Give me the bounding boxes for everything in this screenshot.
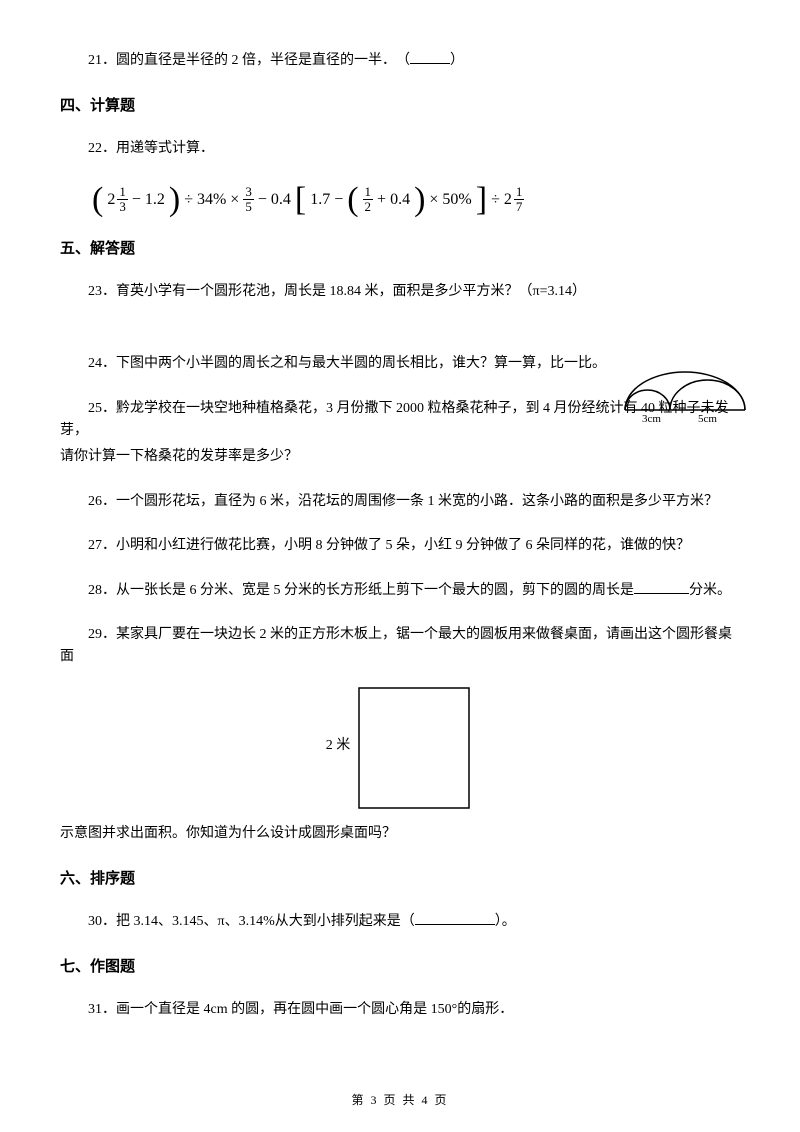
times-50: × 50%: [429, 187, 471, 213]
semicircle-svg: 3cm 5cm: [620, 370, 750, 425]
bracket-right-icon: ]: [476, 183, 487, 217]
square-side-label: 2 米: [326, 735, 351, 757]
text-17: 1.7 −: [310, 187, 343, 213]
section-6-title: 六、排序题: [60, 867, 740, 891]
question-23: 23．育英小学有一个圆形花池，周长是 18.84 米，面积是多少平方米？（π=3…: [60, 281, 740, 303]
plus-04: + 0.4: [377, 187, 410, 213]
q30-text-a: 30．把 3.14、3.145、π、3.14%从大到小排列起来是（: [88, 914, 415, 929]
paren-right2-icon: ): [414, 183, 425, 217]
q21-end: ）: [450, 53, 464, 68]
mixed2-den: 7: [514, 200, 525, 214]
label-5cm: 5cm: [698, 413, 717, 425]
question-25-line2: 请你计算一下格桑花的发芽率是多少？: [60, 446, 740, 468]
q21-text: 21．圆的直径是半径的 2 倍，半径是直径的一半． （: [88, 53, 410, 68]
question-27: 27．小明和小红进行做花比赛，小明 8 分钟做了 5 朵，小红 9 分钟做了 6…: [60, 535, 740, 557]
mixed-fraction-1: 2 1 3: [107, 185, 128, 215]
frac12-num: 1: [363, 185, 374, 200]
question-26: 26．一个圆形花坛，直径为 6 米，沿花坛的周围修一条 1 米宽的小路．这条小路…: [60, 491, 740, 513]
q30-text-b: ）。: [495, 914, 516, 929]
question-22: 22．用递等式计算．: [60, 138, 740, 160]
q28-text-a: 28．从一张长是 6 分米、宽是 5 分米的长方形纸上剪下一个最大的圆，剪下的圆…: [88, 583, 634, 598]
square-figure-row: 2 米: [60, 675, 740, 819]
mixed1-den: 3: [117, 200, 128, 214]
paren-left-icon: (: [92, 183, 103, 217]
page-footer: 第 3 页 共 4 页: [0, 1091, 800, 1110]
frac35-den: 5: [243, 200, 254, 214]
paren-left2-icon: (: [347, 183, 358, 217]
mixed2-num: 1: [514, 185, 525, 200]
mixed-fraction-2: 2 1 7: [504, 185, 525, 215]
q21-blank[interactable]: [410, 50, 450, 64]
section-4-title: 四、计算题: [60, 94, 740, 118]
minus-12: − 1.2: [132, 187, 165, 213]
q28-blank[interactable]: [634, 580, 689, 594]
div-sign: ÷: [491, 187, 500, 213]
minus-04: − 0.4: [258, 187, 291, 213]
question-28: 28．从一张长是 6 分米、宽是 5 分米的长方形纸上剪下一个最大的圆，剪下的圆…: [60, 580, 740, 602]
semicircle-diagram: 3cm 5cm: [620, 370, 750, 425]
question-29: 29．某家具厂要在一块边长 2 米的正方形木板上，锯一个最大的圆板用来做餐桌面，…: [60, 624, 740, 669]
div-34: ÷ 34% ×: [184, 187, 239, 213]
question-31: 31．画一个直径是 4cm 的圆，再在圆中画一个圆心角是 150°的扇形．: [60, 999, 740, 1021]
question-30: 30．把 3.14、3.145、π、3.14%从大到小排列起来是（ ）。: [60, 911, 740, 933]
frac35-num: 3: [243, 185, 254, 200]
q30-blank[interactable]: [415, 911, 495, 925]
paren-right-icon: ): [169, 183, 180, 217]
label-3cm: 3cm: [642, 413, 661, 425]
mixed1-num: 1: [117, 185, 128, 200]
bracket-left-icon: [: [295, 183, 306, 217]
q28-text-b: 分米。: [689, 583, 731, 598]
frac12-den: 2: [363, 200, 374, 214]
question-29-line2: 示意图并求出面积。你知道为什么设计成圆形桌面吗？: [60, 823, 740, 845]
square-diagram: [354, 683, 474, 813]
mixed1-frac: 1 3: [117, 185, 128, 215]
section-5-title: 五、解答题: [60, 237, 740, 261]
frac-35: 3 5: [243, 185, 254, 215]
mixed2-whole: 2: [504, 187, 512, 213]
formula-expression: ( 2 1 3 − 1.2 ) ÷ 34% × 3 5 − 0.4 [ 1.7 …: [92, 183, 740, 217]
frac-12: 1 2: [363, 185, 374, 215]
section-7-title: 七、作图题: [60, 955, 740, 979]
mixed2-frac: 1 7: [514, 185, 525, 215]
question-21: 21．圆的直径是半径的 2 倍，半径是直径的一半． （ ）: [60, 50, 740, 72]
mixed1-whole: 2: [107, 187, 115, 213]
